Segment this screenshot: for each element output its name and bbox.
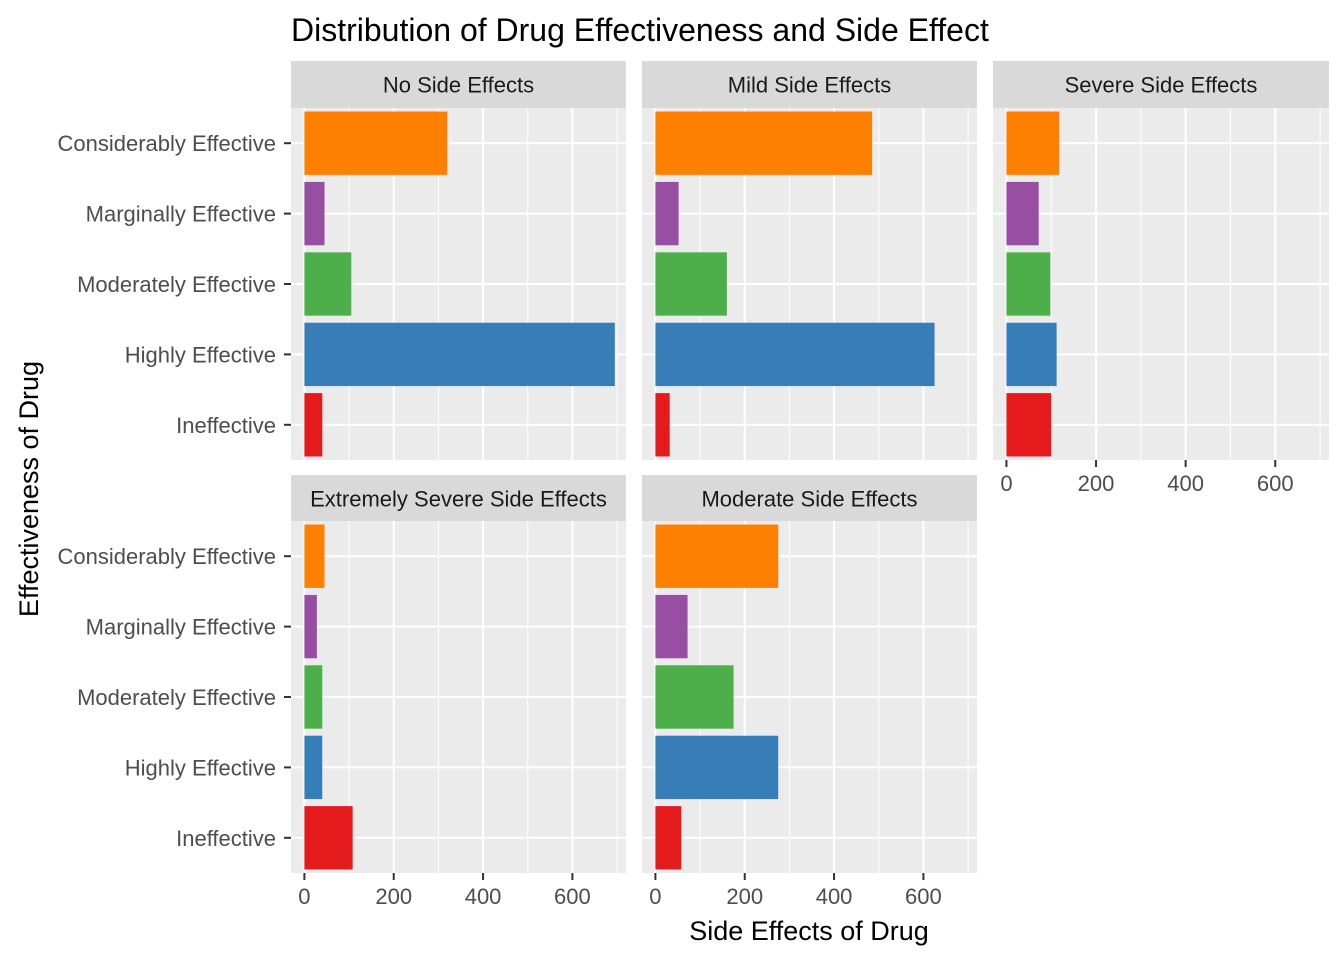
- panel-no-side-effects: No Side Effects Considerably Effective Mar…: [58, 61, 626, 460]
- x-tick-label: 400: [465, 884, 502, 909]
- strip-no-side-effects: [291, 61, 626, 108]
- bar-no-side-effects-highly-effective: [304, 322, 615, 387]
- bar-extremely-severe-side-effects-considerably-effective: [304, 524, 325, 588]
- y-tick-label-highly-effective: Highly Effective: [125, 755, 276, 780]
- y-tick-label-ineffective: Ineffective: [176, 413, 276, 438]
- x-tick-label: 200: [1078, 471, 1115, 496]
- strip-label-no-side-effects: No Side Effects: [383, 73, 534, 98]
- bar-no-side-effects-considerably-effective: [304, 111, 448, 175]
- bar-severe-side-effects-moderately-effective: [1006, 252, 1051, 316]
- bar-severe-side-effects-marginally-effective: [1006, 181, 1039, 246]
- panels-layer: No Side Effects Considerably Effective Mar…: [58, 61, 1329, 909]
- bar-extremely-severe-side-effects-moderately-effective: [304, 665, 323, 729]
- strip-label-extremely-severe-side-effects: Extremely Severe Side Effects: [310, 487, 607, 512]
- bar-severe-side-effects-highly-effective: [1006, 322, 1057, 387]
- bar-severe-side-effects-considerably-effective: [1006, 111, 1060, 175]
- chart-title: Distribution of Drug Effectiveness and S…: [291, 12, 989, 48]
- x-tick-label: 600: [905, 884, 942, 909]
- strip-label-mild-side-effects: Mild Side Effects: [728, 73, 891, 98]
- strip-label-severe-side-effects: Severe Side Effects: [1065, 73, 1258, 98]
- bar-moderate-side-effects-considerably-effective: [655, 524, 779, 588]
- x-axis-title: Side Effects of Drug: [689, 916, 929, 946]
- y-tick-label-marginally-effective: Marginally Effective: [86, 615, 276, 640]
- panel-mild-side-effects: Mild Side Effects: [642, 61, 977, 460]
- bar-no-side-effects-ineffective: [304, 393, 323, 457]
- bar-mild-side-effects-marginally-effective: [655, 181, 679, 246]
- bar-mild-side-effects-considerably-effective: [655, 111, 873, 175]
- bar-mild-side-effects-moderately-effective: [655, 252, 727, 316]
- panel-moderate-side-effects: Moderate Side Effects 0 200 400 600: [642, 475, 977, 909]
- bar-no-side-effects-marginally-effective: [304, 181, 325, 246]
- x-tick-label: 200: [375, 884, 412, 909]
- y-tick-label-moderately-effective: Moderately Effective: [77, 272, 276, 297]
- y-tick-label-marginally-effective: Marginally Effective: [86, 202, 276, 227]
- y-tick-label-considerably-effective: Considerably Effective: [58, 544, 277, 569]
- strip-mild-side-effects: [642, 61, 977, 108]
- bar-extremely-severe-side-effects-highly-effective: [304, 735, 323, 800]
- panel-severe-side-effects: Severe Side Effects 0 200 400 600: [993, 61, 1329, 496]
- panel-extremely-severe-side-effects: Extremely Severe Side Effects Considerabl…: [58, 475, 626, 909]
- y-axis-title: Effectiveness of Drug: [14, 361, 44, 617]
- y-tick-label-considerably-effective: Considerably Effective: [58, 131, 277, 156]
- x-tick-label: 0: [1000, 471, 1012, 496]
- x-tick-label: 600: [554, 884, 591, 909]
- bar-no-side-effects-moderately-effective: [304, 252, 352, 316]
- strip-severe-side-effects: [993, 61, 1329, 108]
- bar-mild-side-effects-highly-effective: [655, 322, 935, 387]
- strip-moderate-side-effects: [642, 475, 977, 522]
- y-tick-label-highly-effective: Highly Effective: [125, 342, 276, 367]
- bar-extremely-severe-side-effects-ineffective: [304, 806, 353, 870]
- x-tick-label: 400: [816, 884, 853, 909]
- x-tick-label: 600: [1257, 471, 1294, 496]
- bar-moderate-side-effects-highly-effective: [655, 735, 779, 800]
- bar-moderate-side-effects-moderately-effective: [655, 665, 734, 729]
- x-tick-label: 0: [298, 884, 310, 909]
- strip-extremely-severe-side-effects: [291, 475, 626, 522]
- strip-label-moderate-side-effects: Moderate Side Effects: [701, 487, 917, 512]
- bar-extremely-severe-side-effects-marginally-effective: [304, 594, 317, 659]
- bar-moderate-side-effects-marginally-effective: [655, 594, 688, 659]
- x-tick-label: 400: [1167, 471, 1204, 496]
- bar-severe-side-effects-ineffective: [1006, 393, 1052, 457]
- x-tick-label: 0: [649, 884, 661, 909]
- bar-mild-side-effects-ineffective: [655, 393, 670, 457]
- bar-moderate-side-effects-ineffective: [655, 806, 682, 870]
- x-tick-label: 200: [726, 884, 763, 909]
- y-tick-label-moderately-effective: Moderately Effective: [77, 685, 276, 710]
- y-tick-label-ineffective: Ineffective: [176, 826, 276, 851]
